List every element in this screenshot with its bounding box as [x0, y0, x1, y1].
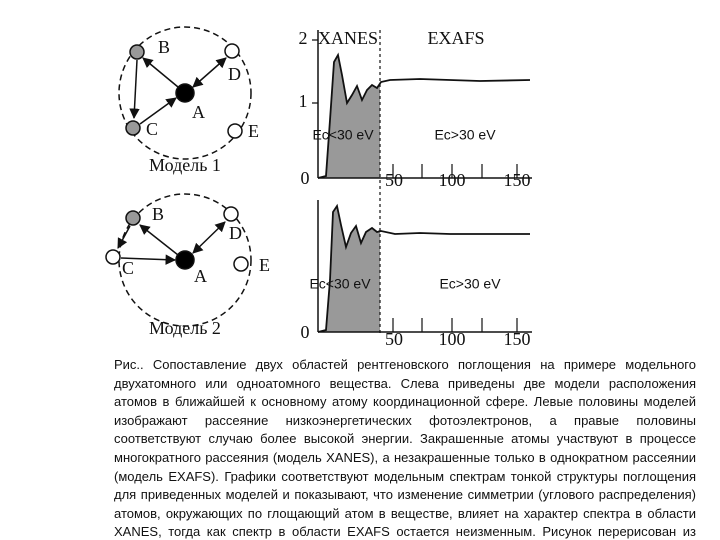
- x-tick-label: 100: [439, 329, 466, 349]
- y-tick-label: 2: [299, 28, 308, 48]
- atom-label: B: [152, 204, 164, 224]
- y-tick-label: 0: [301, 168, 310, 188]
- model-title: Модель 1: [149, 155, 221, 175]
- y-tick-label: 0: [301, 322, 310, 342]
- atom-label: B: [158, 37, 170, 57]
- atom-label: A: [194, 266, 207, 286]
- energy-label: Ec>30 eV: [434, 127, 496, 143]
- atom-label: C: [146, 119, 158, 139]
- energy-label: Ec>30 eV: [439, 276, 501, 292]
- atom-label: A: [192, 102, 205, 122]
- model-2-diagram: [105, 193, 252, 327]
- atom-label: C: [122, 258, 134, 278]
- x-tick-label: 100: [439, 170, 466, 190]
- energy-label: Ec<30 eV: [309, 276, 371, 292]
- region-label: XANES: [318, 28, 378, 48]
- atom-label: D: [228, 64, 241, 84]
- model-title: Модель 2: [149, 318, 221, 338]
- model-1-diagram: [118, 26, 252, 160]
- x-tick-label: 150: [504, 329, 531, 349]
- atom-label: E: [248, 121, 259, 141]
- spectrum-1-plot: [312, 30, 532, 179]
- x-tick-label: 50: [385, 170, 403, 190]
- x-tick-label: 150: [504, 170, 531, 190]
- atom-label: E: [259, 255, 270, 275]
- energy-label: Ec<30 eV: [312, 127, 374, 143]
- atom-label: D: [229, 223, 242, 243]
- figure-caption: Рис.. Сопоставление двух областей рентге…: [114, 357, 696, 540]
- spectrum-2-plot: [317, 200, 532, 333]
- region-label: EXAFS: [427, 28, 484, 48]
- figure: B D A C E Модель 1 B D A C E Модель 2 XA…: [105, 26, 532, 349]
- x-tick-label: 50: [385, 329, 403, 349]
- y-tick-label: 1: [299, 91, 308, 111]
